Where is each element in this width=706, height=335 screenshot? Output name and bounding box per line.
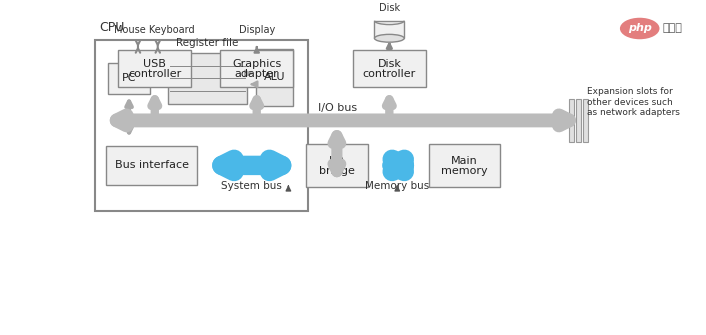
Text: Bus interface: Bus interface — [115, 160, 189, 171]
Text: bridge: bridge — [319, 166, 355, 176]
Text: Graphics: Graphics — [232, 59, 282, 69]
Text: I/O bus: I/O bus — [318, 103, 357, 113]
Text: Main: Main — [451, 155, 478, 165]
Text: Memory bus: Memory bus — [365, 181, 429, 191]
Text: ALU: ALU — [264, 72, 285, 82]
Text: CPU: CPU — [100, 21, 125, 35]
FancyBboxPatch shape — [107, 146, 198, 185]
FancyBboxPatch shape — [374, 21, 404, 38]
Text: Display: Display — [239, 25, 275, 35]
Text: php: php — [628, 23, 652, 34]
FancyBboxPatch shape — [583, 99, 588, 142]
FancyBboxPatch shape — [220, 50, 293, 87]
FancyBboxPatch shape — [108, 63, 150, 94]
FancyBboxPatch shape — [95, 40, 309, 211]
Text: 中文网: 中文网 — [662, 23, 683, 34]
Text: Mouse Keyboard: Mouse Keyboard — [114, 25, 195, 35]
Text: PC: PC — [122, 73, 136, 83]
FancyBboxPatch shape — [429, 144, 500, 187]
Text: I/O: I/O — [329, 155, 345, 165]
Text: memory: memory — [441, 166, 488, 176]
Ellipse shape — [374, 35, 404, 42]
Text: Disk: Disk — [378, 59, 401, 69]
Text: adapter: adapter — [235, 69, 279, 79]
Text: controller: controller — [363, 69, 416, 79]
FancyBboxPatch shape — [118, 50, 191, 87]
Text: controller: controller — [128, 69, 181, 79]
Ellipse shape — [620, 18, 659, 39]
FancyBboxPatch shape — [570, 99, 575, 142]
FancyBboxPatch shape — [256, 49, 293, 106]
FancyBboxPatch shape — [353, 50, 426, 87]
Text: Register file: Register file — [176, 38, 239, 48]
Text: USB: USB — [143, 59, 166, 69]
FancyBboxPatch shape — [576, 99, 581, 142]
FancyBboxPatch shape — [306, 144, 368, 187]
Text: System bus: System bus — [222, 181, 282, 191]
FancyBboxPatch shape — [167, 53, 247, 104]
Text: Disk: Disk — [379, 3, 400, 13]
Text: Expansion slots for
other devices such
as network adapters: Expansion slots for other devices such a… — [587, 87, 680, 117]
